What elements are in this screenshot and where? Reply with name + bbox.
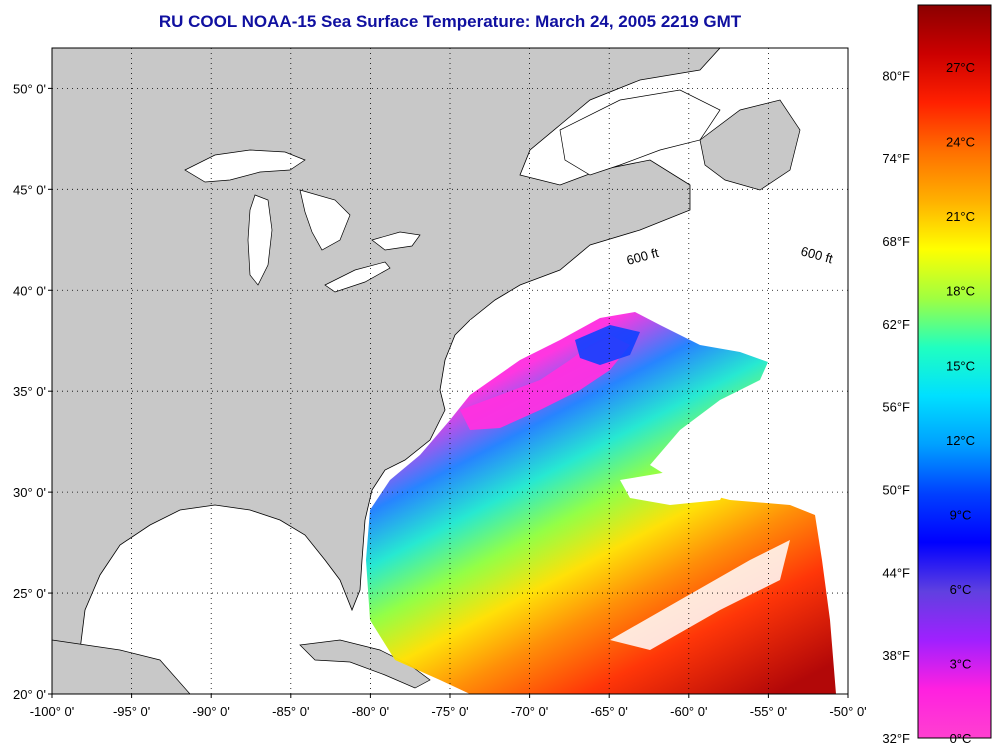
colorbar-celsius-label: 27°C <box>946 60 975 75</box>
lake-erie <box>324 261 391 293</box>
gulf-of-st-lawrence <box>559 89 721 176</box>
lat-tick-label: 50° 0' <box>13 81 46 96</box>
colorbar-fahrenheit-label: 32°F <box>882 731 910 746</box>
newfoundland-land <box>699 99 801 191</box>
colorbar-celsius-label: 9°C <box>950 507 972 522</box>
cold-water-core <box>575 325 640 365</box>
lat-tick-label: 30° 0' <box>13 485 46 500</box>
colorbar-celsius-label: 3°C <box>950 656 972 671</box>
colorbar-celsius-labels: 27°C 24°C 21°C 18°C 15°C 12°C 9°C 6°C 3°C 0°C <box>946 60 975 746</box>
colorbar-fahrenheit-labels: 80°F 74°F 68°F 62°F 56°F 50°F 44°F 38°F 32°F <box>882 68 910 746</box>
lake-ontario <box>371 231 421 251</box>
colorbar-celsius-label: 6°C <box>950 582 972 597</box>
colorbar-celsius-label: 24°C <box>946 135 975 150</box>
colorbar-fahrenheit-label: 56°F <box>882 400 910 415</box>
colorbar: 27°C 24°C 21°C 18°C 15°C 12°C 9°C 6°C 3°C 0°C 80°… <box>882 4 992 746</box>
cloud-gap <box>620 470 730 505</box>
colorbar-fahrenheit-label: 80°F <box>882 68 910 83</box>
colorbar-celsius-label: 12°C <box>946 433 975 448</box>
colorbar-celsius-label: 0°C <box>950 731 972 746</box>
lon-tick-label: -90° 0' <box>193 704 230 719</box>
lon-tick-label: -70° 0' <box>511 704 548 719</box>
lat-tick-label: 25° 0' <box>13 586 46 601</box>
yucatan-land <box>52 639 191 694</box>
north-america-land <box>52 48 721 694</box>
colorbar-fahrenheit-label: 62°F <box>882 317 910 332</box>
lat-tick-label: 20° 0' <box>13 687 46 702</box>
lon-tick-label: -95° 0' <box>113 704 150 719</box>
latitude-axis: 50° 0' 45° 0' 40° 0' 35° 0' 30° 0' 25° 0' 20° … <box>13 81 52 702</box>
colorbar-fahrenheit-label: 50°F <box>882 483 910 498</box>
map-title: RU COOL NOAA-15 Sea Surface Temperature:… <box>158 12 742 31</box>
colorbar-celsius-label: 21°C <box>946 209 975 224</box>
lon-tick-label: -75° 0' <box>431 704 468 719</box>
lat-tick-label: 35° 0' <box>13 384 46 399</box>
cuba-land <box>299 639 431 689</box>
lat-tick-label: 45° 0' <box>13 182 46 197</box>
colorbar-fahrenheit-label: 68°F <box>882 234 910 249</box>
lon-tick-label: -80° 0' <box>352 704 389 719</box>
lon-tick-label: -85° 0' <box>272 704 309 719</box>
lat-tick-label: 40° 0' <box>13 283 46 298</box>
lake-michigan <box>247 194 273 286</box>
map-frame <box>51 47 849 695</box>
lon-tick-label: -50° 0' <box>829 704 866 719</box>
colorbar-gradient <box>917 4 992 739</box>
lon-tick-label: -65° 0' <box>591 704 628 719</box>
colorbar-celsius-label: 15°C <box>946 358 975 373</box>
longitude-axis: -100° 0' -95° 0' -90° 0' -85° 0' -80° 0' -75°… <box>30 694 867 719</box>
cloud-gap <box>610 540 790 650</box>
colorbar-fahrenheit-label: 38°F <box>882 648 910 663</box>
cloud-gap <box>470 310 570 345</box>
lake-huron <box>299 189 351 251</box>
lake-superior <box>184 149 306 183</box>
lon-tick-label: -100° 0' <box>30 704 75 719</box>
colorbar-celsius-label: 18°C <box>946 284 975 299</box>
colorbar-fahrenheit-label: 74°F <box>882 151 910 166</box>
lon-tick-label: -55° 0' <box>750 704 787 719</box>
colorbar-fahrenheit-label: 44°F <box>882 565 910 580</box>
lon-tick-label: -60° 0' <box>670 704 707 719</box>
